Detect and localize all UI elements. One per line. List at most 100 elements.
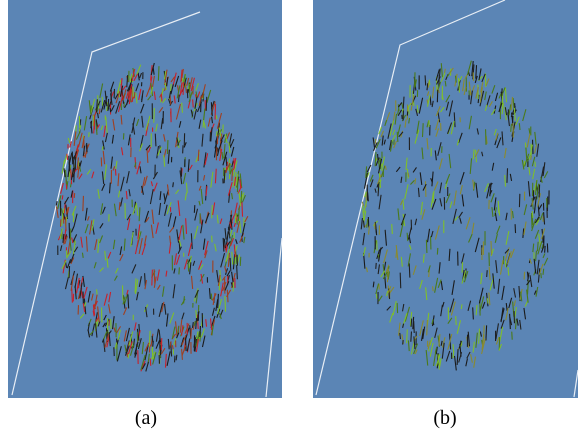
surface-stroke	[534, 209, 535, 214]
surface-stroke	[408, 106, 409, 114]
surface-stroke	[134, 92, 135, 98]
surface-stroke	[83, 196, 84, 211]
surface-stroke	[541, 273, 542, 278]
surface-stroke	[72, 288, 73, 302]
surface-stroke	[193, 99, 194, 107]
surface-stroke	[397, 132, 398, 142]
surface-stroke	[155, 134, 156, 147]
surface-stroke	[403, 221, 404, 225]
surface-stroke	[242, 202, 243, 217]
surface-stroke	[74, 167, 75, 182]
surface-stroke	[62, 195, 63, 199]
surface-stroke	[498, 201, 499, 213]
surface-stroke	[429, 80, 430, 85]
surface-stroke	[456, 316, 457, 325]
surface-stroke	[145, 273, 146, 286]
surface-stroke	[234, 158, 235, 168]
surface-stroke	[91, 121, 92, 128]
surface-stroke	[473, 149, 474, 159]
surface-stroke	[241, 191, 242, 203]
surface-stroke	[411, 331, 412, 341]
surface-stroke	[392, 224, 393, 234]
surface-stroke	[153, 341, 154, 347]
surface-stroke	[487, 270, 488, 277]
surface-stroke	[409, 263, 410, 277]
surface-stroke	[191, 328, 192, 339]
surface-stroke	[532, 211, 533, 218]
surface-stroke	[176, 355, 177, 361]
surface-stroke	[539, 184, 540, 197]
surface-stroke	[182, 103, 183, 113]
surface-stroke	[149, 331, 150, 347]
surface-stroke	[72, 152, 73, 165]
surface-stroke	[368, 192, 369, 201]
surface-stroke	[200, 326, 201, 337]
surface-stroke	[408, 173, 409, 177]
surface-stroke	[158, 66, 159, 81]
surface-stroke	[67, 154, 68, 160]
surface-stroke	[508, 267, 509, 275]
surface-stroke	[376, 294, 377, 299]
surface-stroke	[445, 81, 446, 87]
surface-stroke	[543, 269, 544, 275]
surface-stroke	[232, 169, 233, 180]
surface-stroke	[226, 245, 227, 250]
surface-stroke	[99, 109, 100, 114]
surface-stroke	[425, 75, 426, 85]
surface-stroke	[150, 359, 151, 366]
surface-stroke	[407, 233, 408, 241]
surface-stroke	[422, 123, 423, 137]
surface-stroke	[179, 267, 180, 274]
surface-stroke	[218, 294, 219, 308]
surface-stroke	[154, 269, 155, 283]
surface-stroke	[476, 65, 477, 79]
surface-stroke	[427, 320, 428, 335]
surface-stroke	[119, 202, 120, 210]
surface-stroke	[403, 340, 404, 345]
surface-stroke	[223, 238, 224, 252]
surface-stroke	[407, 329, 408, 343]
surface-stroke	[373, 282, 374, 288]
surface-stroke	[411, 319, 412, 327]
surface-stroke	[173, 182, 174, 187]
surface-stroke	[128, 294, 129, 308]
surface-stroke	[78, 283, 79, 288]
surface-stroke	[473, 307, 474, 319]
panel-label: (b)	[433, 407, 456, 429]
surface-stroke	[400, 273, 401, 289]
surface-stroke	[453, 344, 454, 352]
surface-stroke	[82, 253, 83, 258]
surface-stroke	[130, 76, 131, 83]
surface-stroke	[110, 108, 111, 112]
surface-stroke	[403, 97, 404, 109]
surface-stroke	[123, 285, 124, 300]
surface-stroke	[400, 333, 401, 339]
surface-stroke	[433, 286, 434, 291]
surface-stroke	[491, 241, 492, 255]
surface-stroke	[102, 146, 103, 150]
surface-stroke	[109, 320, 110, 326]
surface-stroke	[225, 296, 226, 312]
surface-stroke	[206, 97, 207, 111]
surface-stroke	[161, 94, 162, 101]
surface-stroke	[170, 236, 171, 243]
surface-stroke	[69, 266, 70, 278]
surface-stroke	[108, 99, 109, 110]
surface-stroke	[532, 215, 533, 229]
surface-stroke	[154, 108, 155, 123]
surface-stroke	[545, 246, 546, 253]
surface-stroke	[178, 95, 179, 102]
surface-stroke	[519, 123, 520, 130]
surface-stroke	[507, 168, 508, 183]
surface-stroke	[230, 258, 231, 271]
surface-stroke	[524, 272, 525, 280]
surface-stroke	[65, 217, 66, 231]
surface-stroke	[537, 242, 538, 251]
surface-stroke	[369, 226, 370, 235]
surface-stroke	[486, 325, 487, 340]
surface-stroke	[414, 321, 415, 333]
panel-label: (a)	[135, 407, 157, 429]
surface-stroke	[198, 150, 199, 161]
surface-stroke	[94, 121, 95, 133]
